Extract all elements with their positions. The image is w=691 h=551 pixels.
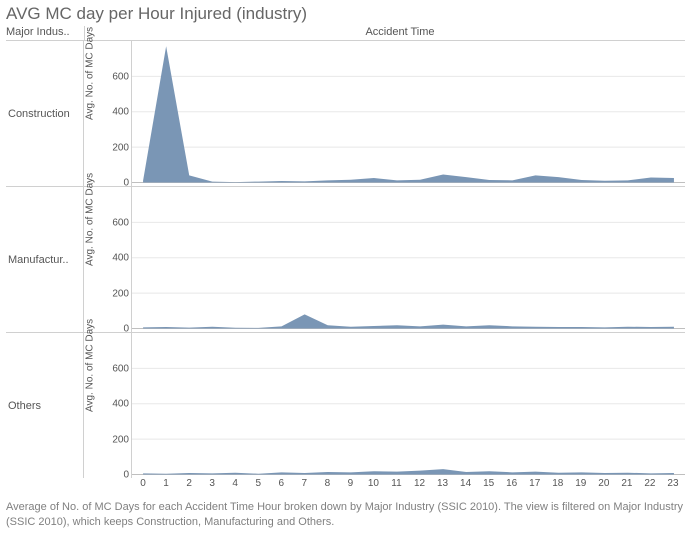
y-tick-label: 200: [112, 288, 129, 299]
x-tick-label: 8: [325, 478, 331, 489]
y-axis: Avg. No. of MC Days0200400600: [84, 187, 132, 332]
x-tick-label: 21: [621, 478, 632, 489]
x-tick-label: 10: [368, 478, 379, 489]
x-axis-row: 01234567891011121314151617181920212223: [0, 478, 691, 494]
area-series: [143, 469, 674, 474]
row-label: Construction: [6, 41, 84, 186]
y-tick-label: 0: [123, 470, 129, 481]
x-tick-label: 20: [598, 478, 609, 489]
x-tick-label: 5: [255, 478, 261, 489]
column-dimension-header: Accident Time: [85, 26, 685, 40]
y-axis-title: Avg. No. of MC Days: [85, 400, 96, 412]
plot-area: [132, 333, 685, 478]
x-tick-label: 9: [348, 478, 354, 489]
x-tick-label: 23: [667, 478, 678, 489]
x-tick-label: 6: [278, 478, 284, 489]
x-tick-label: 11: [391, 478, 401, 489]
y-tick-label: 200: [112, 142, 129, 153]
y-tick-label: 600: [112, 71, 129, 82]
charts-container: ConstructionAvg. No. of MC Days020040060…: [0, 40, 691, 478]
y-axis: Avg. No. of MC Days0200400600: [84, 41, 132, 186]
y-tick-label: 400: [112, 107, 129, 118]
x-tick-label: 15: [483, 478, 494, 489]
x-tick-label: 7: [302, 478, 308, 489]
row-label: Manufactur..: [6, 187, 84, 332]
x-tick-label: 17: [529, 478, 540, 489]
x-tick-label: 3: [209, 478, 215, 489]
x-tick-label: 1: [163, 478, 169, 489]
y-tick-label: 600: [112, 363, 129, 374]
area-series: [143, 314, 674, 328]
y-tick-label: 600: [112, 217, 129, 228]
y-axis: Avg. No. of MC Days 0 200 400 600: [84, 333, 132, 478]
row-label: Others: [6, 333, 84, 478]
x-tick-label: 4: [232, 478, 238, 489]
plot-area: [132, 187, 685, 332]
area-series: [143, 46, 674, 182]
x-tick-label: 18: [552, 478, 563, 489]
x-tick-label: 0: [140, 478, 146, 489]
x-tick-label: 14: [460, 478, 471, 489]
x-tick-label: 16: [506, 478, 517, 489]
y-axis-title: Avg. No. of MC Days: [85, 254, 96, 266]
x-tick-label: 2: [186, 478, 192, 489]
column-headers: Major Indus.. Accident Time: [0, 26, 691, 40]
chart-caption: Average of No. of MC Days for each Accid…: [0, 494, 691, 530]
y-tick-label: 200: [112, 434, 129, 445]
chart-title: AVG MC day per Hour Injured (industry): [0, 0, 691, 26]
row-dimension-header: Major Indus..: [6, 26, 84, 40]
x-tick-label: 19: [575, 478, 586, 489]
panel-row: Manufactur..Avg. No. of MC Days020040060…: [6, 186, 685, 332]
x-axis-ticks: 01234567891011121314151617181920212223: [132, 478, 685, 494]
x-tick-label: 22: [644, 478, 655, 489]
plot-area: [132, 41, 685, 186]
x-tick-label: 13: [437, 478, 448, 489]
panel-row: ConstructionAvg. No. of MC Days020040060…: [6, 40, 685, 186]
y-axis-title: Avg. No. of MC Days: [85, 108, 96, 120]
y-tick-label: 400: [112, 253, 129, 264]
y-tick-label: 400: [112, 399, 129, 410]
panel-row: OthersAvg. No. of MC Days 0 200 400 600: [6, 332, 685, 478]
x-tick-label: 12: [414, 478, 425, 489]
